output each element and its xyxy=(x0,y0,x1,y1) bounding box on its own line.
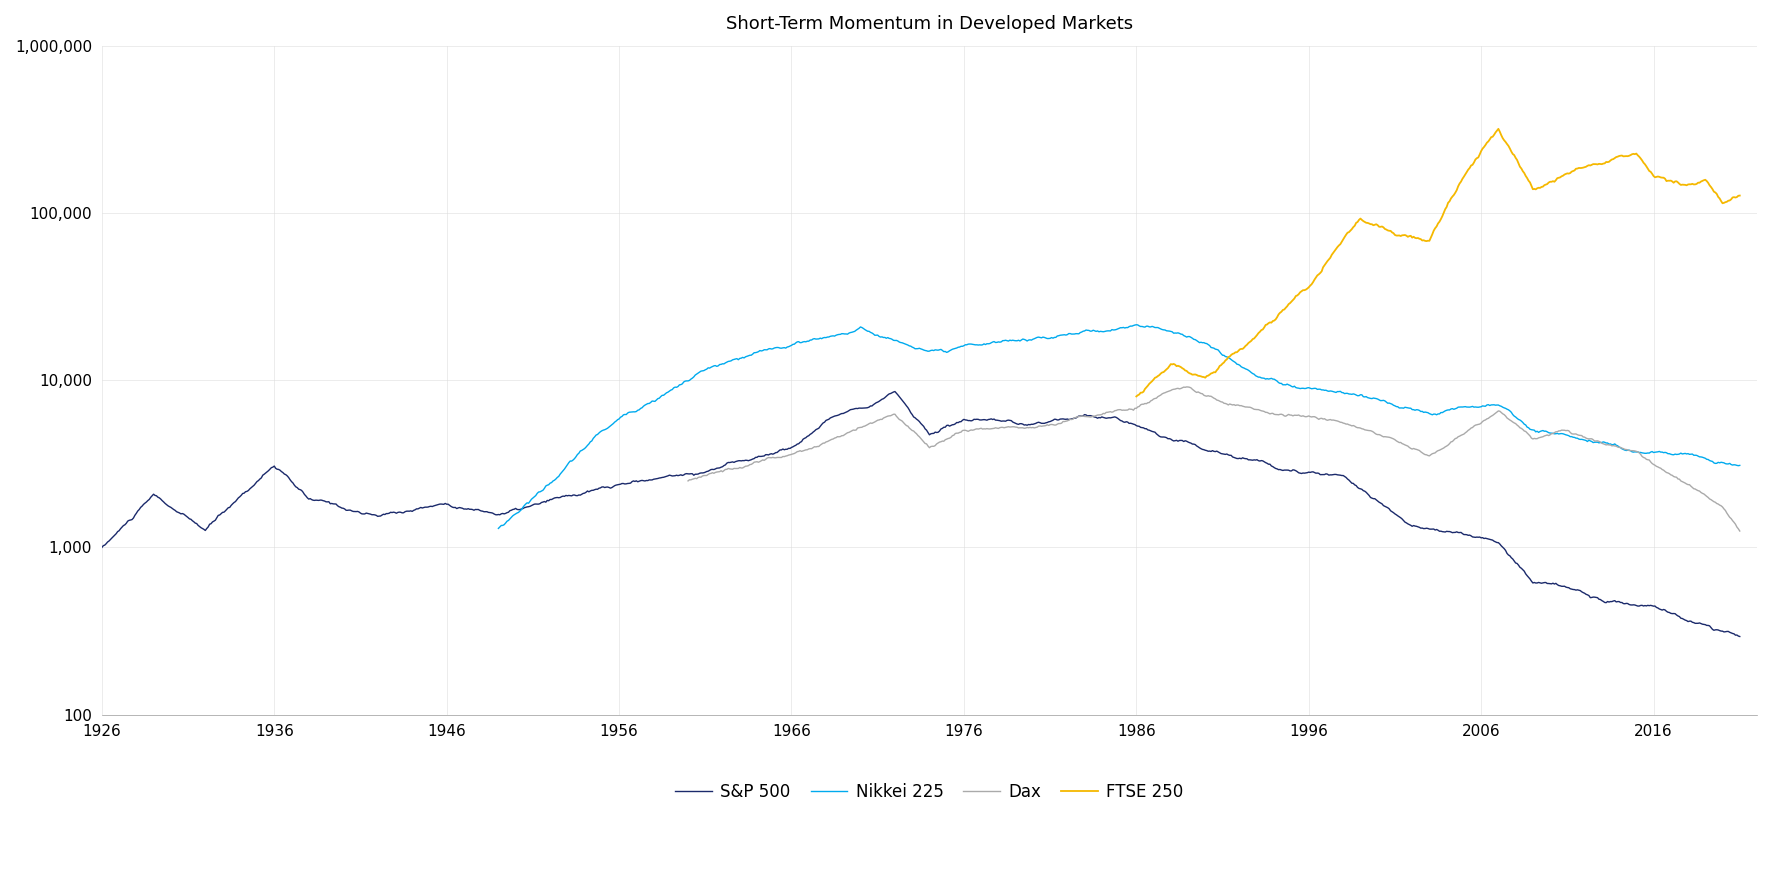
FTSE 250 xyxy=(1313,260,1334,270)
FTSE 250 xyxy=(1490,130,1512,141)
Dax xyxy=(1618,445,1639,455)
Nikkei 225 xyxy=(1712,457,1733,468)
Nikkei 225 xyxy=(1706,458,1728,469)
S&P 500 xyxy=(337,505,358,516)
S&P 500 xyxy=(1729,631,1751,641)
Nikkei 225 xyxy=(1077,325,1099,336)
S&P 500 xyxy=(1389,511,1411,522)
Dax xyxy=(904,427,925,438)
Legend: S&P 500, Nikkei 225, Dax, FTSE 250: S&P 500, Nikkei 225, Dax, FTSE 250 xyxy=(668,777,1191,808)
S&P 500 xyxy=(90,542,112,553)
FTSE 250 xyxy=(1611,151,1632,161)
Line: Nikkei 225: Nikkei 225 xyxy=(498,325,1740,528)
Dax xyxy=(1729,525,1751,536)
Nikkei 225 xyxy=(526,488,548,499)
FTSE 250 xyxy=(1577,160,1598,171)
Line: S&P 500: S&P 500 xyxy=(101,392,1740,636)
Line: Dax: Dax xyxy=(688,387,1740,531)
Title: Short-Term Momentum in Developed Markets: Short-Term Momentum in Developed Markets xyxy=(727,15,1132,33)
Dax xyxy=(1481,411,1503,422)
S&P 500 xyxy=(432,499,454,509)
Nikkei 225 xyxy=(1729,460,1751,470)
Nikkei 225 xyxy=(1125,320,1146,330)
Dax xyxy=(677,476,698,486)
S&P 500 xyxy=(1402,521,1423,532)
Dax xyxy=(1292,410,1313,421)
Dax xyxy=(1345,421,1366,431)
S&P 500 xyxy=(884,386,905,397)
FTSE 250 xyxy=(1125,391,1146,401)
Nikkei 225 xyxy=(1306,384,1327,394)
Nikkei 225 xyxy=(1242,369,1263,379)
FTSE 250 xyxy=(1729,190,1751,201)
FTSE 250 xyxy=(1579,160,1600,171)
Nikkei 225 xyxy=(487,523,509,533)
S&P 500 xyxy=(1279,466,1301,477)
Line: FTSE 250: FTSE 250 xyxy=(1136,128,1740,396)
Dax xyxy=(1177,382,1198,392)
Dax xyxy=(884,408,905,419)
S&P 500 xyxy=(507,504,528,515)
FTSE 250 xyxy=(1488,123,1510,134)
FTSE 250 xyxy=(1618,151,1639,161)
